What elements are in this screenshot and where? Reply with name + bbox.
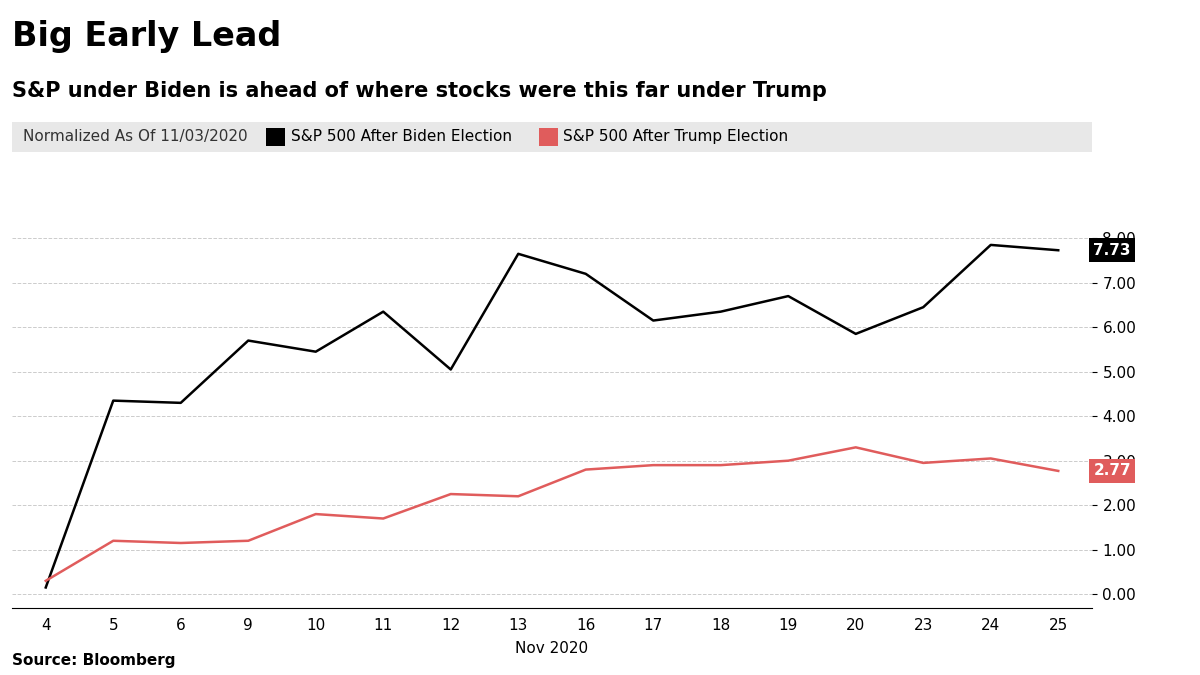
Text: 2.77: 2.77: [1093, 464, 1130, 479]
Text: S&P 500 After Biden Election: S&P 500 After Biden Election: [290, 129, 511, 144]
Text: Normalized As Of 11/03/2020: Normalized As Of 11/03/2020: [23, 129, 247, 144]
Text: 7.73: 7.73: [1093, 243, 1130, 258]
Text: S&P under Biden is ahead of where stocks were this far under Trump: S&P under Biden is ahead of where stocks…: [12, 81, 827, 101]
Text: Source: Bloomberg: Source: Bloomberg: [12, 653, 175, 668]
Text: Big Early Lead: Big Early Lead: [12, 20, 281, 53]
Bar: [539, 128, 558, 146]
Text: S&P 500 After Trump Election: S&P 500 After Trump Election: [563, 129, 788, 144]
X-axis label: Nov 2020: Nov 2020: [516, 641, 588, 656]
Bar: [265, 128, 286, 146]
